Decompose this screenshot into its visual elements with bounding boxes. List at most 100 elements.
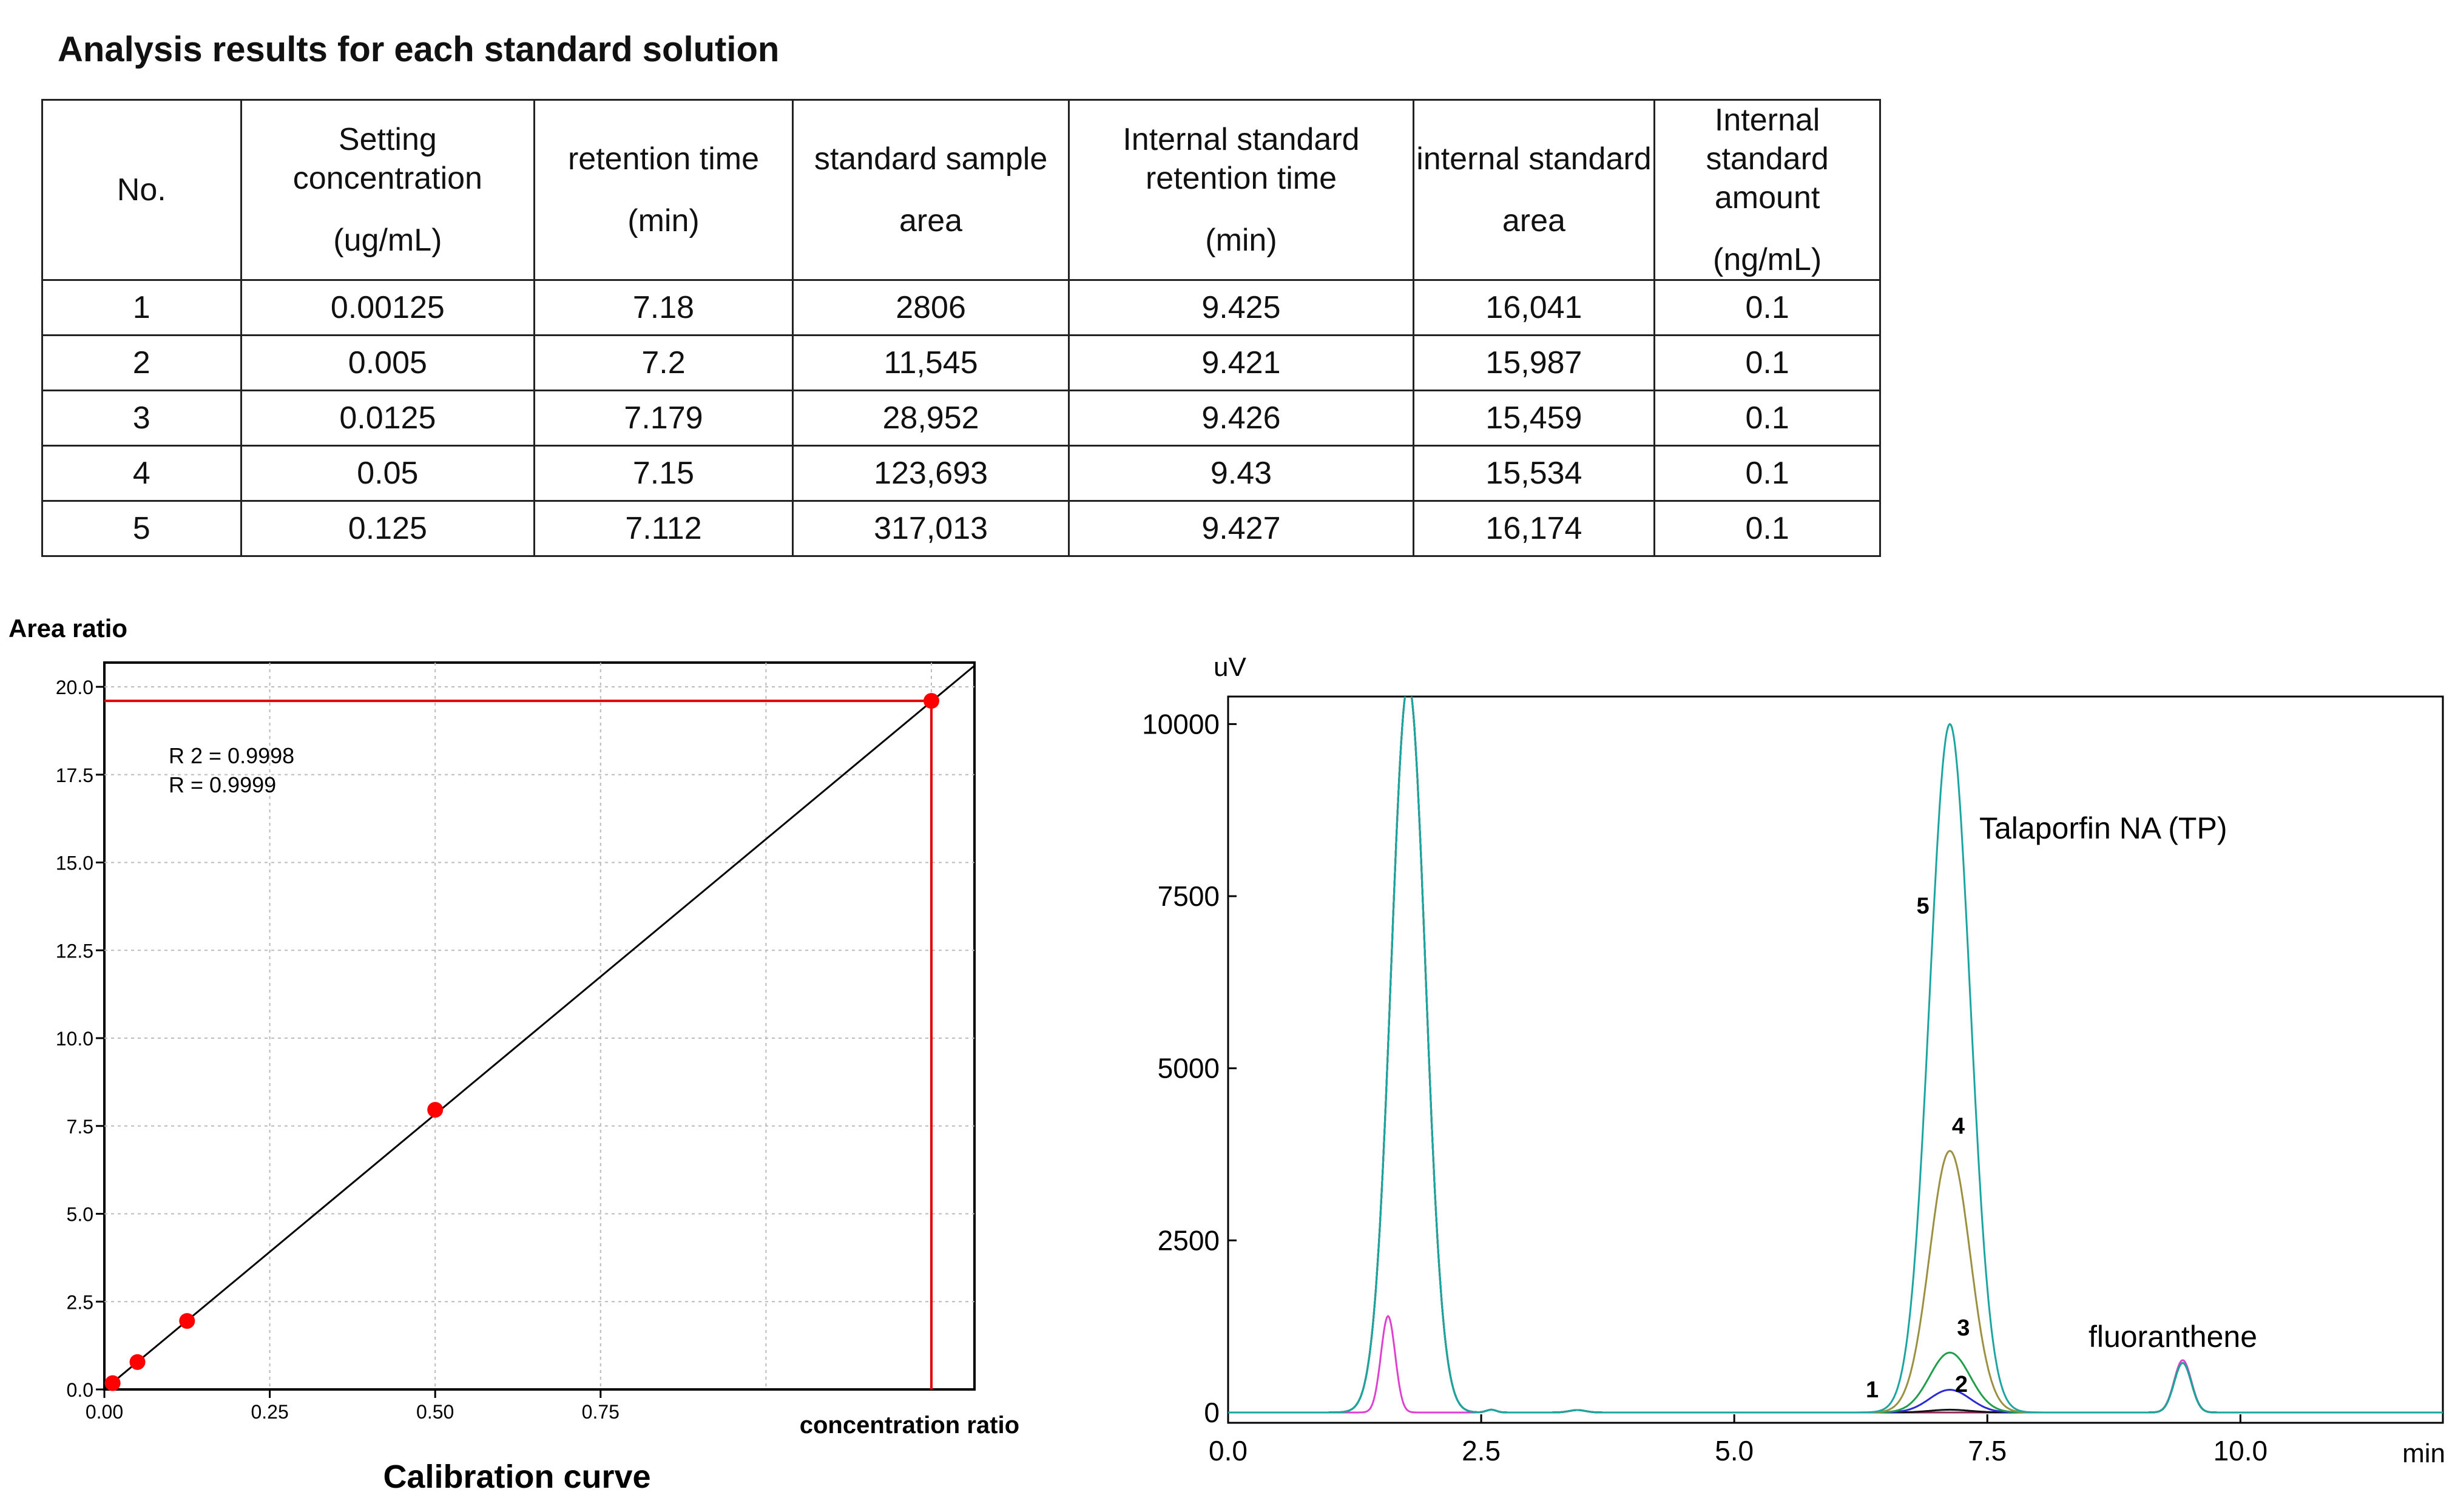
table-header-row: No. Setting concentration (ug/mL) retenti…	[41, 99, 1881, 281]
cal-y-tick-label: 15.0	[56, 852, 93, 874]
chrom-x-unit-label: min	[2402, 1439, 2445, 1468]
cal-annotation-r2: R 2 = 0.9998	[169, 743, 294, 768]
calibration-chart: 0.0 2.5 5.0 7.5 10.0 12.5 15.0 17.5 20.0 0.00 0.25…	[8, 614, 1019, 1495]
table-cell: 7.15	[533, 445, 794, 502]
table-cell: 15,459	[1412, 390, 1656, 447]
table-cell: 15,987	[1412, 334, 1656, 391]
table-cell: 7.18	[533, 279, 794, 336]
cal-data-point	[104, 1375, 121, 1391]
table-cell: 9.426	[1068, 390, 1414, 447]
table-cell: 0.005	[240, 334, 536, 391]
header-is-retention-time: Internal standard retention time (min)	[1068, 99, 1414, 281]
table-cell: 1	[41, 279, 242, 336]
table-cell: 5	[41, 500, 242, 557]
cal-data-point	[179, 1313, 195, 1329]
header-no: No.	[41, 99, 242, 281]
header-is-amount: Internal standard amount (ng/mL)	[1653, 99, 1881, 281]
table-cell: 7.179	[533, 390, 794, 447]
table-cell: 11,545	[791, 334, 1070, 391]
chrom-x-tick-label: 0.0	[1209, 1435, 1248, 1466]
table-row: 1 0.00125 7.18 2806 9.425 16,041 0.1	[41, 279, 1881, 336]
table-cell: 0.0125	[240, 390, 536, 447]
cal-annotation-r: R = 0.9999	[169, 772, 276, 797]
table-cell: 0.1	[1653, 334, 1881, 391]
table-cell: 7.2	[533, 334, 794, 391]
table-cell: 0.125	[240, 500, 536, 557]
table-cell: 4	[41, 445, 242, 502]
table-cell: 7.112	[533, 500, 794, 557]
chrom-y-tick-label: 7500	[1158, 880, 1220, 912]
chrom-y-unit-label: uV	[1214, 652, 1246, 682]
table-cell: 2	[41, 334, 242, 391]
table-cell: 0.1	[1653, 279, 1881, 336]
cal-data-point	[924, 693, 939, 709]
cal-y-tick-label: 17.5	[56, 764, 93, 786]
cal-y-tick-label: 12.5	[56, 940, 93, 962]
table-cell: 16,174	[1412, 500, 1656, 557]
chrom-y-tick-label: 2500	[1158, 1224, 1220, 1256]
chrom-series-label: 1	[1866, 1377, 1879, 1403]
chrom-y-tick-label: 0	[1204, 1397, 1220, 1428]
table-row: 3 0.0125 7.179 28,952 9.426 15,459 0.1	[41, 390, 1881, 447]
peak-label-fluoranthene: fluoranthene	[2089, 1320, 2257, 1354]
peak-label-talaporfin: Talaporfin NA (TP)	[1979, 811, 2227, 845]
chrom-x-tick-label: 2.5	[1462, 1435, 1501, 1466]
cal-data-point	[427, 1102, 444, 1118]
cal-y-tick-label: 2.5	[67, 1291, 93, 1313]
cal-y-axis-label: Area ratio	[8, 614, 127, 643]
table-cell: 2806	[791, 279, 1070, 336]
header-retention-time: retention time (min)	[533, 99, 794, 281]
table-cell: 9.425	[1068, 279, 1414, 336]
chrom-series-label: 3	[1957, 1315, 1970, 1341]
chrom-x-tick-label: 10.0	[2214, 1435, 2268, 1466]
table-row: 5 0.125 7.112 317,013 9.427 16,174 0.1	[41, 500, 1881, 557]
cal-y-tick-label: 5.0	[67, 1204, 93, 1226]
chrom-series-group	[1228, 697, 2443, 1414]
page-title: Analysis results for each standard solut…	[58, 30, 780, 69]
table-cell: 9.43	[1068, 445, 1414, 502]
table-cell: 3	[41, 390, 242, 447]
table-cell: 16,041	[1412, 279, 1656, 336]
cal-x-tick-label: 0.25	[251, 1401, 288, 1423]
chrom-series-label: 4	[1952, 1113, 1965, 1139]
cal-y-tick-label: 10.0	[56, 1028, 93, 1050]
header-is-area: internal standard area	[1412, 99, 1656, 281]
chrom-series-label: 2	[1955, 1372, 1968, 1397]
cal-data-point	[129, 1354, 146, 1370]
table-cell: 0.05	[240, 445, 536, 502]
table-cell: 317,013	[791, 500, 1070, 557]
table-cell: 15,534	[1412, 445, 1656, 502]
chrom-y-tick-label: 10000	[1142, 708, 1220, 740]
chrom-y-tick-label: 5000	[1158, 1053, 1220, 1084]
cal-plot-area: 0.0 2.5 5.0 7.5 10.0 12.5 15.0 17.5 20.0 0.00 0.25…	[56, 661, 976, 1423]
table-cell: 0.1	[1653, 390, 1881, 447]
table-cell: 28,952	[791, 390, 1070, 447]
header-standard-sample-area: standard sample area	[791, 99, 1070, 281]
results-table: No. Setting concentration (ug/mL) retenti…	[41, 99, 1881, 557]
table-row: 2 0.005 7.2 11,545 9.421 15,987 0.1	[41, 334, 1881, 391]
chrom-plot-frame	[1227, 695, 2444, 1424]
chrom-x-tick-label: 5.0	[1715, 1435, 1754, 1466]
table-row: 4 0.05 7.15 123,693 9.43 15,534 0.1	[41, 445, 1881, 502]
table-cell: 123,693	[791, 445, 1070, 502]
chrom-series-line	[1228, 697, 2443, 1414]
cal-fit-line	[104, 665, 975, 1391]
cal-y-tick-label: 20.0	[56, 677, 93, 698]
cal-x-axis-label: concentration ratio	[800, 1412, 1019, 1439]
chrom-series-label: 5	[1916, 893, 1929, 919]
chrom-x-tick-label: 7.5	[1968, 1435, 2007, 1466]
table-cell: 9.427	[1068, 500, 1414, 557]
table-cell: 0.1	[1653, 500, 1881, 557]
header-setting-concentration: Setting concentration (ug/mL)	[240, 99, 536, 281]
table-cell: 9.421	[1068, 334, 1414, 391]
cal-chart-title: Calibration curve	[383, 1459, 650, 1495]
cal-y-tick-label: 7.5	[67, 1116, 93, 1138]
cal-x-tick-label: 0.50	[416, 1401, 454, 1423]
cal-y-tick-label: 0.0	[67, 1379, 93, 1401]
table-cell: 0.1	[1653, 445, 1881, 502]
chrom-plot-area: 0 2500 5000 7500 10000 0.0 2.5 5.0 7.5 10.0 1 2 3 4 5	[1142, 695, 2444, 1466]
cal-x-tick-label: 0.00	[86, 1401, 123, 1423]
table-cell: 0.00125	[240, 279, 536, 336]
cal-x-tick-label: 0.75	[582, 1401, 620, 1423]
